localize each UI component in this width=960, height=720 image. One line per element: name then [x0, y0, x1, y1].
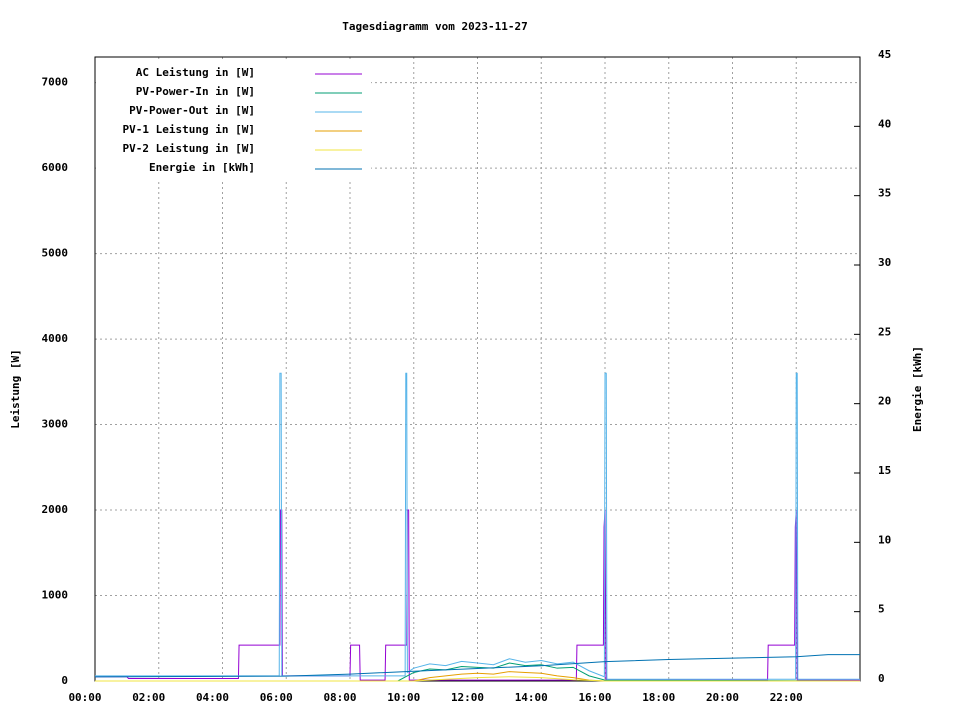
- y-tick-label: 2000: [42, 503, 69, 516]
- x-tick-label: 12:00: [451, 691, 484, 704]
- y-tick-label: 4000: [42, 332, 69, 345]
- y-tick-label: 6000: [42, 161, 69, 174]
- x-tick-label: 00:00: [68, 691, 101, 704]
- y2-tick-label: 0: [878, 672, 885, 685]
- legend-box: [96, 62, 371, 182]
- y-tick-label: 5000: [42, 247, 69, 260]
- x-tick-label: 08:00: [323, 691, 356, 704]
- x-tick-label: 18:00: [642, 691, 675, 704]
- x-tick-label: 16:00: [578, 691, 611, 704]
- series-line: [95, 372, 860, 680]
- x-tick-label: 20:00: [706, 691, 739, 704]
- legend-label: PV-1 Leistung in [W]: [123, 123, 255, 136]
- legend-label: AC Leistung in [W]: [136, 66, 255, 79]
- x-tick-label: 22:00: [770, 691, 803, 704]
- series-line: [95, 676, 860, 682]
- x-tick-label: 14:00: [515, 691, 548, 704]
- x-tick-label: 02:00: [132, 691, 165, 704]
- y2-tick-label: 5: [878, 603, 885, 616]
- chart-title: Tagesdiagramm vom 2023-11-27: [342, 20, 527, 33]
- legend-label: Energie in [kWh]: [149, 161, 255, 174]
- y2-tick-label: 40: [878, 117, 891, 130]
- y-tick-label: 7000: [42, 76, 69, 89]
- y2-tick-label: 45: [878, 48, 891, 61]
- y2-tick-label: 35: [878, 187, 891, 200]
- y2-tick-label: 10: [878, 533, 891, 546]
- y-tick-label: 3000: [42, 418, 69, 431]
- y-tick-label: 0: [61, 674, 68, 687]
- legend-label: PV-Power-Out in [W]: [129, 104, 255, 117]
- x-tick-label: 06:00: [260, 691, 293, 704]
- legend-label: PV-Power-In in [W]: [136, 85, 255, 98]
- legend-label: PV-2 Leistung in [W]: [123, 142, 255, 155]
- y2-axis-label: Energie [kWh]: [911, 346, 924, 432]
- y-tick-label: 1000: [42, 589, 69, 602]
- y2-tick-label: 20: [878, 395, 891, 408]
- x-tick-label: 10:00: [387, 691, 420, 704]
- y2-tick-label: 15: [878, 464, 891, 477]
- x-tick-label: 04:00: [196, 691, 229, 704]
- series-line: [95, 671, 860, 682]
- series-line: [94, 654, 860, 678]
- y-axis-label: Leistung [W]: [9, 349, 22, 428]
- y2-tick-label: 25: [878, 325, 891, 338]
- y2-tick-label: 30: [878, 256, 891, 269]
- plot-border: [94, 56, 861, 682]
